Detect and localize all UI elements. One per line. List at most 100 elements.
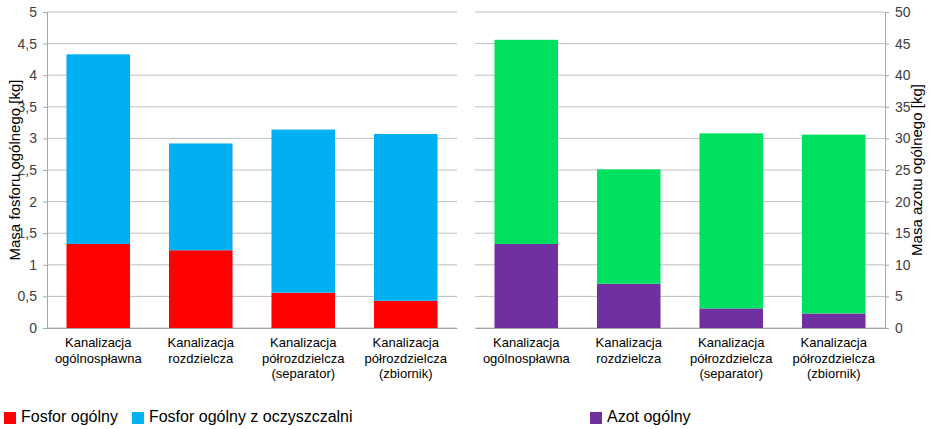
- tick-mark: [43, 265, 47, 266]
- tick-mark: [885, 107, 889, 108]
- axis-line: [48, 328, 458, 329]
- grid-line: [47, 43, 457, 44]
- tick: Kanalizacjapółrozdzielcza(separator): [262, 328, 345, 381]
- axis-title: Masa azotu ogólnego [kg]: [908, 84, 925, 256]
- bar: [597, 284, 661, 328]
- grid: [475, 12, 885, 328]
- axis-line: [476, 328, 886, 329]
- axis-title: Masa fosforu ogólnego [kg]: [6, 80, 23, 261]
- legend-swatch: [132, 412, 144, 424]
- tick-mark: [43, 44, 47, 45]
- tick-label: Kanalizacjapółrozdzielcza(separator): [690, 335, 773, 381]
- bar: [374, 301, 438, 328]
- tick: Kanalizacjarozdzielcza: [168, 328, 235, 366]
- tick: 0: [29, 320, 47, 336]
- tick-label: 4: [29, 67, 37, 83]
- chart: 00,511,522,533,544,55Kanalizacjaogólnosp…: [4, 4, 458, 425]
- tick-mark: [885, 75, 889, 76]
- grid-line: [475, 12, 885, 13]
- tick: Kanalizacjaogólnospławna: [483, 328, 571, 366]
- tick: 5: [885, 288, 903, 304]
- tick-label: Kanalizacjarozdzielcza: [168, 335, 235, 366]
- tick-mark: [885, 233, 889, 234]
- tick: 20: [885, 194, 911, 210]
- legend: Azot ogólny: [590, 408, 691, 425]
- x-axis: Kanalizacjaogólnospławna Kanalizacjarozdz…: [48, 328, 458, 381]
- legend-label: Azot ogólny: [607, 408, 691, 425]
- tick: 4,5: [18, 36, 47, 52]
- tick: 15: [885, 225, 911, 241]
- tick-mark: [885, 328, 889, 329]
- axis-line: [43, 13, 48, 329]
- chart-root: 00,511,522,533,544,55Kanalizacjaogólnosp…: [0, 0, 931, 429]
- tick-label: 4,5: [18, 36, 38, 52]
- bars: [494, 40, 865, 328]
- tick: 10: [885, 257, 911, 273]
- tick: Kanalizacjapółrozdzielcza(separator): [690, 328, 773, 381]
- tick-mark: [43, 12, 47, 13]
- tick: 35: [885, 99, 911, 115]
- tick-label: Kanalizacjarozdzielcza: [596, 335, 663, 366]
- tick-mark: [885, 12, 889, 13]
- axis-line: [886, 13, 890, 329]
- bar: [66, 244, 130, 328]
- tick-mark: [43, 138, 47, 139]
- tick-label: 0: [29, 320, 37, 336]
- bar: [66, 54, 130, 244]
- tick-label: 40: [895, 67, 911, 83]
- tick-mark: [43, 170, 47, 171]
- chart: 0 5 10 15 20 25 30 35 40 45 50 Kanalizacjaogólnospł…: [475, 4, 925, 425]
- tick: 25: [885, 162, 911, 178]
- tick: Kanalizacjapółrozdzielcza(zbiornik): [365, 328, 448, 381]
- bar: [699, 133, 763, 308]
- tick: Kanalizacjaogólnospławna: [55, 328, 143, 366]
- tick-label: Kanalizacjapółrozdzielcza(separator): [262, 335, 345, 381]
- grid-line: [47, 12, 457, 13]
- tick: 1: [29, 257, 47, 273]
- tick-label: Kanalizacjapółrozdzielcza(zbiornik): [365, 335, 448, 381]
- bar: [699, 308, 763, 328]
- bars: [66, 54, 437, 328]
- bar: [494, 40, 558, 244]
- tick-mark: [885, 138, 889, 139]
- tick-mark: [885, 44, 889, 45]
- tick-mark: [43, 233, 47, 234]
- tick: Kanalizacjarozdzielcza: [596, 328, 663, 366]
- tick-mark: [885, 170, 889, 171]
- tick: 0,5: [18, 288, 47, 304]
- bar: [169, 143, 233, 250]
- tick: 4: [29, 67, 47, 83]
- tick: 30: [885, 130, 911, 146]
- tick-label: 3: [29, 130, 37, 146]
- bar: [374, 134, 438, 301]
- tick: Kanalizacjapółrozdzielcza(zbiornik): [793, 328, 876, 381]
- tick-label: 10: [895, 257, 911, 273]
- legend-swatch: [4, 412, 16, 424]
- tick-label: 1: [29, 257, 37, 273]
- bar: [494, 244, 558, 328]
- bar: [271, 130, 335, 293]
- bar: [271, 293, 335, 328]
- bar: [597, 169, 661, 283]
- tick-mark: [885, 296, 889, 297]
- tick: 0: [885, 320, 903, 336]
- tick: 2: [29, 194, 47, 210]
- bar: [169, 250, 233, 328]
- tick: 50: [885, 4, 911, 20]
- tick-mark: [43, 107, 47, 108]
- x-axis: Kanalizacjaogólnospławna Kanalizacjarozdz…: [476, 328, 886, 381]
- tick: 5: [29, 4, 47, 20]
- bar: [802, 313, 866, 328]
- tick-label: 2: [29, 194, 37, 210]
- tick-label: 5: [29, 4, 37, 20]
- tick-label: 5: [895, 288, 903, 304]
- grid: [47, 12, 457, 328]
- tick: 3: [29, 130, 47, 146]
- tick-mark: [43, 296, 47, 297]
- tick-label: 50: [895, 4, 911, 20]
- legend-label: Fosfor ogólny: [21, 408, 118, 425]
- tick-mark: [43, 75, 47, 76]
- tick-label: Kanalizacjapółrozdzielcza(zbiornik): [793, 335, 876, 381]
- tick-label: 0,5: [18, 288, 38, 304]
- tick-label: 45: [895, 36, 911, 52]
